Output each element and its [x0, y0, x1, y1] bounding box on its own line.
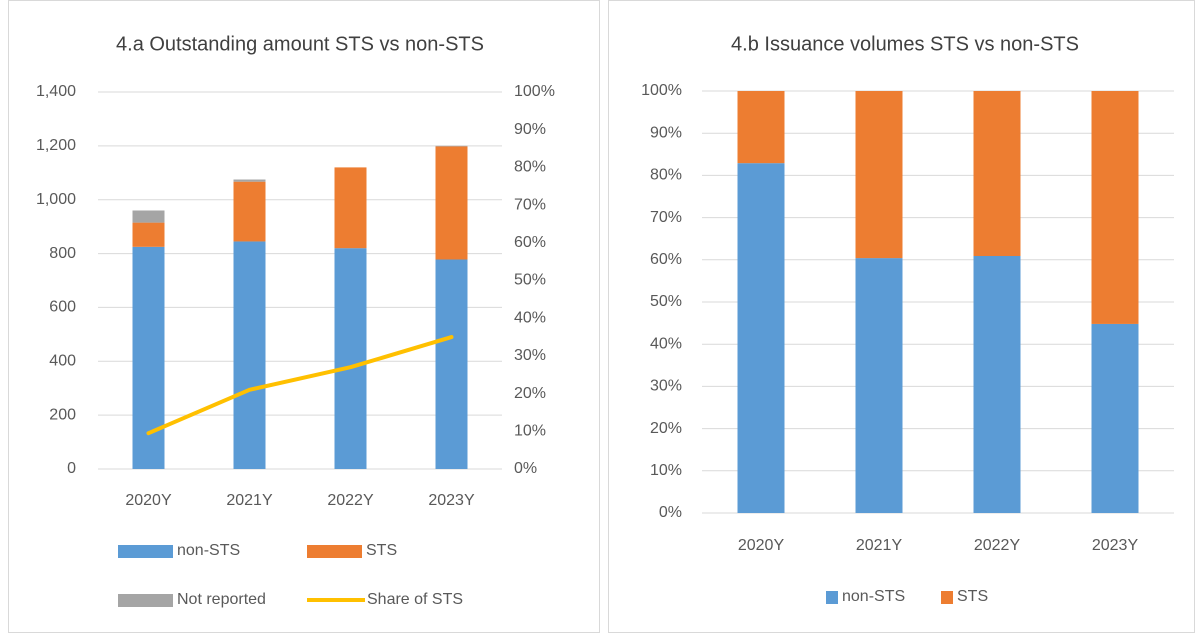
bar-segment	[973, 91, 1021, 257]
y-tick-label: 800	[49, 245, 76, 262]
x-tick-label: 2020Y	[738, 537, 785, 554]
chart-title: 4.b Issuance volumes STS vs non-STS	[731, 33, 1079, 55]
x-tick-label: 2022Y	[327, 492, 374, 509]
x-tick-label: 2021Y	[856, 537, 903, 554]
y2-tick-label: 40%	[514, 309, 546, 326]
y-tick-label: 1,200	[36, 137, 76, 154]
y2-tick-label: 60%	[514, 234, 546, 251]
legend-swatch	[118, 545, 173, 558]
legend-label: Share of STS	[367, 591, 463, 608]
bar-segment	[233, 181, 266, 242]
bar-segment	[233, 241, 266, 469]
legend-swatch	[307, 545, 362, 558]
bar-segment	[973, 256, 1021, 513]
y-tick-label: 10%	[650, 462, 682, 479]
bar-segment	[233, 179, 266, 182]
bar-segment	[435, 146, 468, 260]
x-tick-label: 2022Y	[974, 537, 1021, 554]
y-tick-label: 40%	[650, 335, 682, 352]
legend-swatch	[826, 591, 838, 604]
y2-tick-label: 70%	[514, 196, 546, 213]
bar-segment	[435, 259, 468, 469]
y-tick-label: 90%	[650, 124, 682, 141]
y2-tick-label: 80%	[514, 159, 546, 176]
bar-segment	[737, 163, 785, 514]
y-tick-label: 1,400	[36, 83, 76, 100]
y-tick-label: 0%	[659, 504, 682, 521]
y-tick-label: 80%	[650, 167, 682, 184]
bar-segment	[737, 91, 785, 164]
bar-segment	[435, 145, 468, 147]
legend-swatch	[118, 594, 173, 607]
y-tick-label: 70%	[650, 209, 682, 226]
legend-label: Not reported	[177, 591, 266, 608]
y2-tick-label: 90%	[514, 121, 546, 138]
legend-label: STS	[957, 588, 988, 605]
x-tick-label: 2020Y	[125, 492, 172, 509]
x-tick-label: 2023Y	[1092, 537, 1139, 554]
bar-segment	[132, 210, 165, 223]
y2-tick-label: 20%	[514, 385, 546, 402]
line-series	[146, 335, 454, 436]
bar-segment	[855, 258, 903, 513]
y2-tick-label: 30%	[514, 347, 546, 364]
y-tick-label: 600	[49, 299, 76, 316]
y-tick-label: 60%	[650, 251, 682, 268]
y2-tick-label: 50%	[514, 272, 546, 289]
legend-label: non-STS	[177, 542, 240, 559]
bar-segment	[1091, 91, 1139, 324]
y-tick-label: 1,000	[36, 191, 76, 208]
bar-segment	[132, 246, 165, 469]
y-tick-label: 0	[67, 460, 76, 477]
y2-tick-label: 100%	[514, 83, 555, 100]
y-tick-label: 100%	[641, 82, 682, 99]
x-tick-label: 2023Y	[428, 492, 475, 509]
legend-swatch	[941, 591, 953, 604]
bar-segment	[132, 222, 165, 247]
legend-label: non-STS	[842, 588, 905, 605]
bar-segment	[1091, 323, 1139, 513]
legend-label: STS	[366, 542, 397, 559]
bar-segment	[334, 248, 367, 469]
y-tick-label: 400	[49, 353, 76, 370]
y2-tick-label: 10%	[514, 423, 546, 440]
bar-segment	[855, 91, 903, 259]
y-tick-label: 30%	[650, 378, 682, 395]
y-tick-label: 20%	[650, 420, 682, 437]
x-tick-label: 2021Y	[226, 492, 273, 509]
chart-title: 4.a Outstanding amount STS vs non-STS	[116, 33, 484, 55]
y2-tick-label: 0%	[514, 460, 537, 477]
panel	[8, 0, 600, 633]
y-tick-label: 50%	[650, 293, 682, 310]
y-tick-label: 200	[49, 406, 76, 423]
bar-segment	[334, 167, 367, 249]
